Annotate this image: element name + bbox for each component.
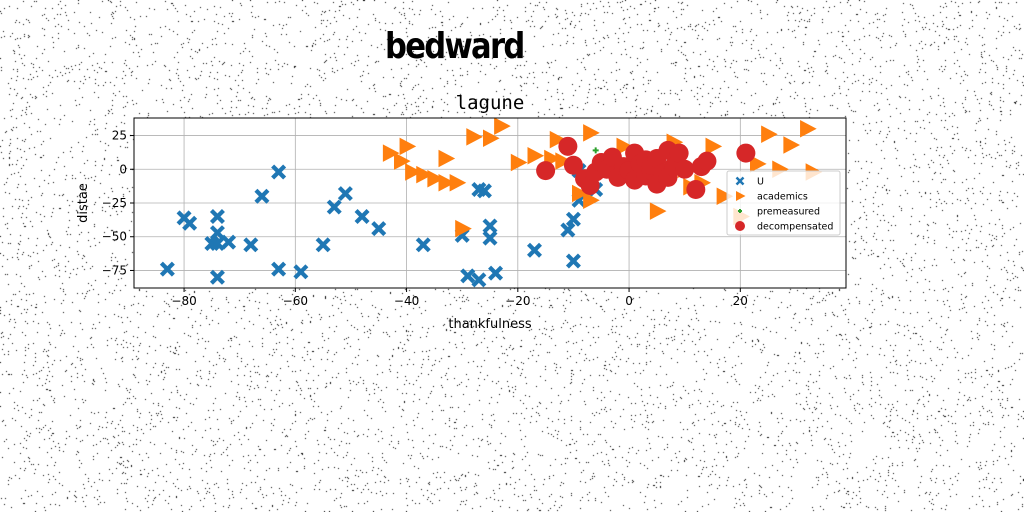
data-point	[182, 215, 198, 231]
data-point	[460, 268, 476, 284]
data-point	[449, 174, 467, 192]
data-point	[371, 221, 387, 237]
data-point	[482, 230, 498, 246]
data-point	[761, 125, 778, 143]
y-tick-label: −75	[102, 263, 127, 277]
data-point	[354, 209, 370, 224]
x-tick-label: −40	[394, 294, 419, 308]
chart-title: lagune	[456, 92, 525, 114]
data-point	[293, 264, 309, 280]
data-point	[466, 128, 483, 146]
data-point	[427, 169, 444, 188]
legend-marker	[735, 221, 745, 231]
data-point	[686, 180, 706, 200]
data-point	[455, 219, 472, 238]
data-point	[382, 144, 400, 162]
data-point	[326, 199, 342, 215]
data-point	[438, 174, 456, 192]
series-decompensated	[536, 136, 756, 200]
y-tick-label: −25	[102, 196, 127, 210]
x-tick-label: −60	[283, 294, 308, 308]
data-point	[488, 265, 504, 281]
x-axis-label: thankfulness	[448, 317, 532, 332]
data-point	[438, 149, 456, 168]
data-point	[405, 163, 422, 181]
data-point	[549, 130, 567, 149]
data-point	[583, 124, 600, 142]
legend-marker	[736, 191, 746, 201]
data-point	[565, 211, 581, 227]
y-tick-label: 25	[112, 129, 127, 143]
data-point	[209, 269, 225, 285]
x-tick-label: 20	[733, 294, 748, 308]
data-point	[159, 261, 175, 277]
data-point	[669, 143, 689, 163]
series-academics	[382, 117, 823, 238]
data-point	[476, 183, 492, 199]
data-point	[583, 191, 600, 210]
data-point	[482, 218, 498, 234]
data-point	[337, 186, 353, 202]
data-point	[527, 242, 542, 258]
y-tick-label: 0	[119, 162, 127, 176]
data-point	[800, 120, 817, 138]
page-title: bedward	[385, 26, 525, 67]
legend-label: premeasured	[757, 207, 820, 218]
data-point	[243, 237, 259, 253]
data-point	[209, 235, 225, 251]
y-tick-label: −50	[102, 230, 127, 244]
data-point	[483, 129, 500, 147]
x-tick-label: −80	[171, 294, 196, 308]
y-axis-label: distae	[76, 183, 91, 223]
data-point	[536, 161, 556, 181]
data-point	[592, 147, 599, 154]
legend-label: U	[757, 177, 764, 188]
data-point	[563, 155, 583, 175]
data-point	[736, 143, 756, 163]
data-points	[159, 117, 823, 288]
data-point	[527, 147, 545, 165]
legend-label: academics	[757, 192, 808, 203]
data-point	[616, 137, 634, 156]
data-point	[394, 152, 411, 170]
data-point	[558, 136, 578, 156]
data-point	[471, 272, 487, 288]
data-point	[399, 137, 417, 156]
legend-marker	[735, 176, 745, 186]
data-point	[271, 261, 287, 277]
data-point	[572, 184, 589, 203]
data-point	[415, 237, 431, 253]
data-point	[697, 151, 717, 171]
legend-label: decompensated	[757, 222, 833, 233]
axis-ticks: −80 −60 −40 −20 0 20 25 0 −25 −50 −75	[102, 129, 748, 308]
data-point	[716, 187, 734, 206]
data-point	[209, 209, 225, 224]
data-point	[510, 153, 528, 172]
data-point	[649, 202, 667, 220]
legend-marker	[738, 209, 742, 213]
data-point	[494, 117, 511, 135]
data-point	[221, 234, 237, 250]
data-point	[254, 188, 270, 204]
data-point	[560, 222, 576, 238]
legend-box	[726, 170, 841, 236]
data-point	[315, 237, 331, 253]
data-point	[555, 152, 572, 170]
x-tick-label: 0	[625, 294, 633, 308]
data-point	[783, 136, 800, 154]
x-tick-label: −20	[505, 294, 530, 308]
data-point	[675, 159, 695, 179]
data-point	[416, 165, 433, 184]
data-point	[271, 164, 287, 180]
data-point	[750, 155, 767, 173]
data-point	[705, 137, 723, 156]
data-point	[565, 253, 581, 269]
